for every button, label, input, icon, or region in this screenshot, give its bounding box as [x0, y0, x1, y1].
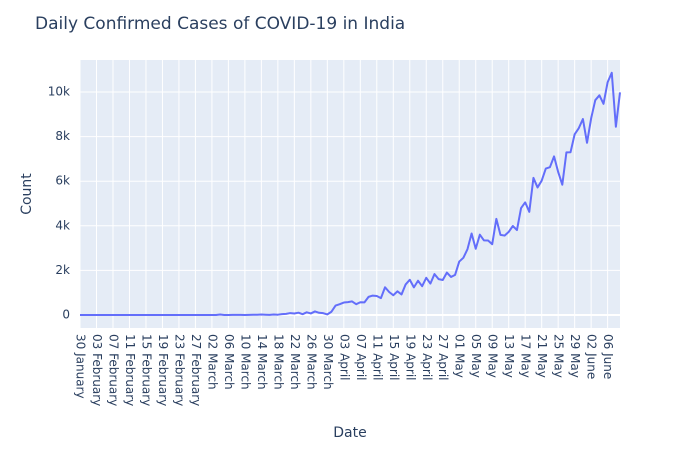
x-tick-label: 15 April [387, 334, 401, 381]
x-tick-label: 23 February [172, 334, 186, 406]
x-tick-label: 06 March [222, 334, 236, 390]
x-tick-label: 30 March [321, 334, 335, 390]
x-tick-label: 10 March [238, 334, 252, 390]
x-tick-label: 27 April [436, 334, 450, 381]
x-tick-label: 06 June [601, 334, 615, 379]
x-tick-label: 05 May [469, 334, 483, 378]
x-tick-label: 14 March [255, 334, 269, 390]
x-tick-label: 03 April [337, 334, 351, 381]
y-axis-title: Count [19, 173, 35, 215]
x-tick-label: 19 April [403, 334, 417, 381]
x-tick-label: 07 April [354, 334, 368, 381]
x-tick-label: 03 February [90, 334, 104, 406]
x-tick-label: 25 May [552, 334, 566, 378]
line [79, 71, 621, 316]
x-tick-label: 26 March [304, 334, 318, 390]
x-tick-label: 02 March [205, 334, 219, 390]
x-tick-label: 11 April [370, 334, 384, 381]
x-tick-label: 22 March [288, 334, 302, 390]
x-tick-label: 23 April [420, 334, 434, 381]
y-tick-label: 8k [55, 129, 70, 143]
chart-title: Daily Confirmed Cases of COVID-19 in Ind… [35, 14, 405, 34]
x-tick-label: 21 May [535, 334, 549, 378]
x-tick-label: 02 June [585, 334, 599, 379]
x-tick-label: 01 May [453, 334, 467, 378]
x-tick-label: 11 February [123, 334, 137, 406]
y-tick-label: 4k [55, 218, 70, 232]
plot-area [80, 60, 620, 328]
x-tick-label: 27 February [189, 334, 203, 406]
x-tick-label: 07 February [106, 334, 120, 406]
x-tick-label: 30 January [74, 334, 88, 399]
x-tick-label: 29 May [568, 334, 582, 378]
y-tick-label: 0 [62, 307, 70, 321]
x-tick-label: 17 May [519, 334, 533, 378]
y-tick-label: 6k [55, 174, 70, 188]
x-axis-title: Date [333, 425, 366, 441]
y-tick-label: 10k [48, 85, 70, 99]
x-tick-label: 09 May [486, 334, 500, 378]
x-tick-label: 15 February [139, 334, 153, 406]
x-tick-label: 19 February [156, 334, 170, 406]
y-tick-label: 2k [55, 263, 70, 277]
x-tick-label: 13 May [502, 334, 516, 378]
x-tick-label: 18 March [271, 334, 285, 390]
